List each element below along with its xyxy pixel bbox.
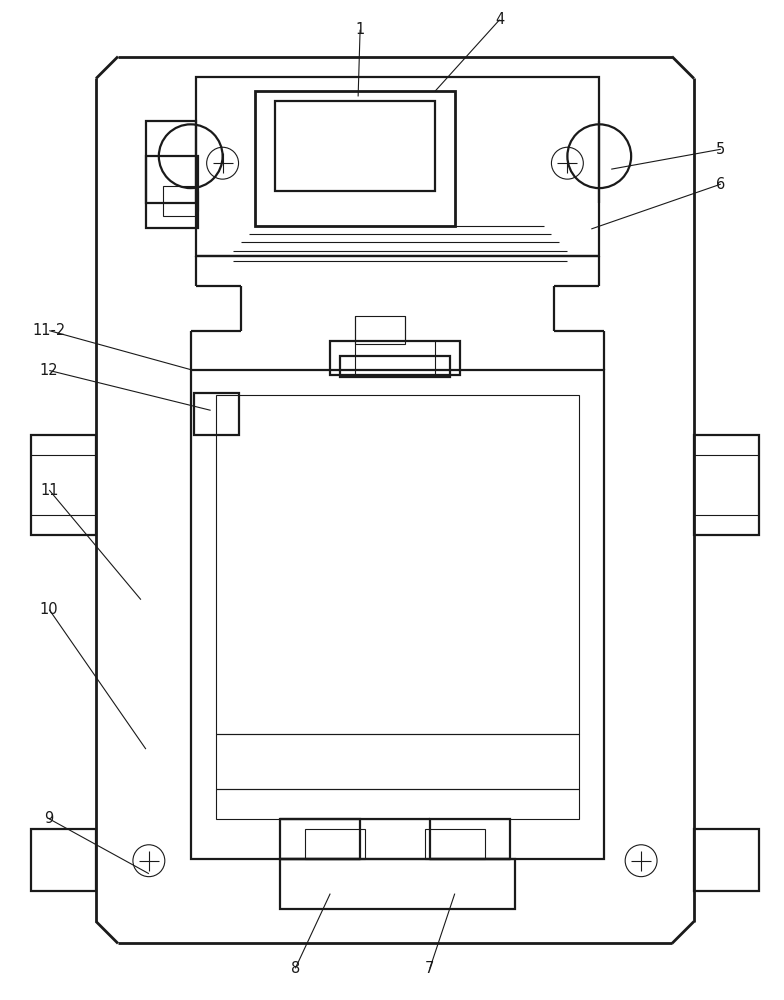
- Text: 10: 10: [40, 602, 59, 617]
- Bar: [194, 393, 238, 435]
- Text: 11: 11: [40, 483, 59, 498]
- Text: 4: 4: [495, 12, 504, 27]
- Bar: [216, 789, 579, 819]
- Bar: [216, 734, 579, 789]
- Bar: [146, 121, 196, 203]
- Text: 12: 12: [40, 363, 59, 378]
- Bar: [31, 829, 96, 891]
- Bar: [31, 435, 96, 535]
- Text: 6: 6: [717, 177, 725, 192]
- Text: 5: 5: [717, 142, 725, 157]
- Bar: [305, 829, 365, 859]
- Bar: [425, 829, 485, 859]
- Bar: [340, 356, 450, 377]
- Bar: [355, 316, 405, 344]
- Bar: [281, 819, 360, 859]
- Bar: [191, 370, 604, 859]
- Bar: [256, 91, 455, 226]
- Bar: [694, 435, 759, 535]
- Text: 1: 1: [355, 22, 365, 37]
- Text: 9: 9: [45, 811, 54, 826]
- Bar: [216, 395, 579, 734]
- Text: 8: 8: [291, 961, 300, 976]
- Bar: [694, 829, 759, 891]
- Bar: [196, 77, 599, 256]
- Bar: [330, 341, 459, 375]
- Bar: [281, 859, 514, 909]
- Text: 11-2: 11-2: [33, 323, 66, 338]
- Bar: [163, 186, 196, 216]
- Text: 7: 7: [425, 961, 434, 976]
- Bar: [275, 101, 435, 191]
- Bar: [430, 819, 510, 859]
- Bar: [146, 156, 198, 228]
